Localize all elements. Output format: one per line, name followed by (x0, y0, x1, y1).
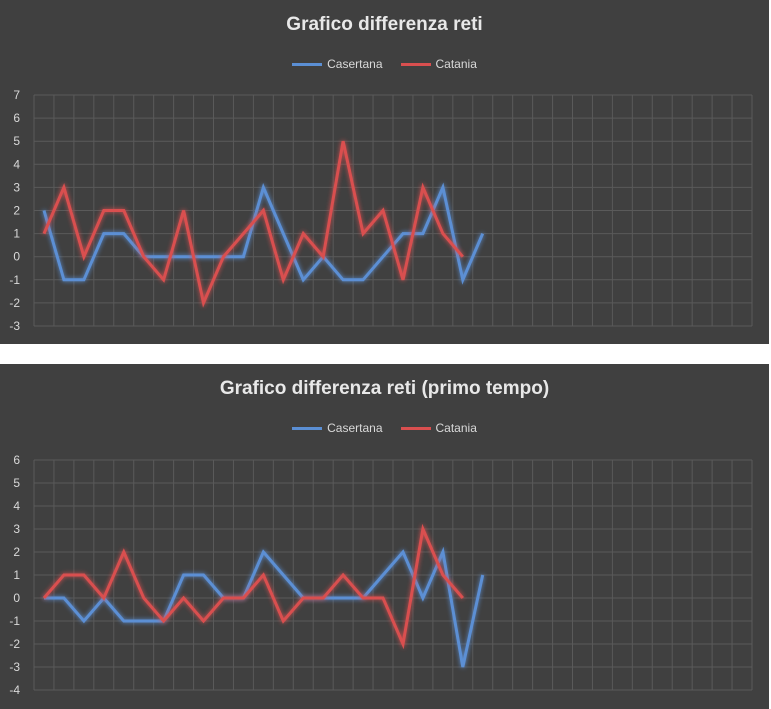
y-tick-label: 4 (13, 499, 20, 513)
chart-panel-2: Grafico differenza reti (primo tempo) Ca… (0, 364, 769, 709)
y-tick-label: -2 (9, 296, 20, 310)
legend-swatch-catania (400, 426, 431, 430)
y-tick-label: 7 (13, 88, 20, 102)
chart-panel-1: Grafico differenza reti Casertana Catani… (0, 0, 769, 344)
series-line-catania (42, 523, 464, 650)
y-tick-label: 2 (13, 204, 20, 218)
y-tick-label: 5 (13, 476, 20, 490)
chart-title: Grafico differenza reti (primo tempo) (219, 378, 550, 399)
legend-label-catania: Catania (435, 421, 477, 435)
y-tick-label: 3 (13, 180, 20, 194)
y-tick-label: 6 (13, 111, 20, 125)
series-line-catania (42, 140, 464, 308)
legend: Casertana Catania (0, 57, 769, 71)
y-tick-label: -3 (9, 660, 20, 674)
y-tick-label: 1 (13, 227, 20, 241)
y-tick-label: 1 (13, 568, 20, 582)
y-tick-label: -1 (9, 273, 20, 287)
y-tick-label: 5 (13, 134, 20, 148)
y-tick-label: -3 (9, 319, 20, 333)
y-tick-label: 4 (13, 157, 20, 171)
legend: Casertana Catania (0, 421, 769, 435)
chart-title: Grafico differenza reti (286, 14, 483, 35)
y-tick-label: -1 (9, 614, 20, 628)
y-tick-label: 6 (13, 453, 20, 467)
legend-swatch-catania (400, 62, 431, 66)
legend-item-casertana: Casertana (292, 57, 383, 71)
line-chart-plot: -4 -3 -2 -1 0 1 2 3 4 5 6 (9, 453, 753, 697)
y-tick-label: 0 (13, 250, 20, 264)
y-tick-label: 3 (13, 522, 20, 536)
line-chart-plot: -3 -2 -1 0 1 2 3 4 5 6 7 (9, 88, 753, 333)
y-tick-label: -2 (9, 637, 20, 651)
y-tick-label: -4 (9, 683, 20, 697)
legend-item-catania: Catania (400, 57, 477, 71)
legend-swatch-casertana (292, 62, 323, 66)
legend-label-catania: Catania (435, 57, 477, 71)
legend-item-casertana: Casertana (292, 421, 383, 435)
legend-swatch-casertana (292, 426, 323, 430)
legend-label-casertana: Casertana (327, 421, 383, 435)
legend-label-casertana: Casertana (327, 57, 383, 71)
y-tick-label: 0 (13, 591, 20, 605)
y-tick-label: 2 (13, 545, 20, 559)
legend-item-catania: Catania (400, 421, 477, 435)
